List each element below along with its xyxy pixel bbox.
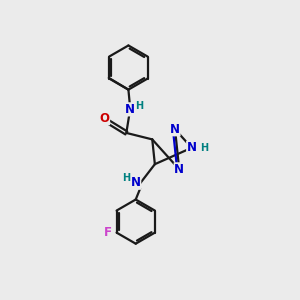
Text: N: N	[125, 103, 135, 116]
Text: N: N	[174, 163, 184, 176]
Text: F: F	[104, 226, 112, 239]
Text: H: H	[122, 173, 130, 183]
Text: N: N	[170, 123, 180, 136]
Text: O: O	[100, 112, 110, 125]
Text: N: N	[131, 176, 141, 189]
Text: H: H	[200, 143, 208, 153]
Text: N: N	[187, 141, 197, 154]
Text: H: H	[136, 100, 144, 110]
